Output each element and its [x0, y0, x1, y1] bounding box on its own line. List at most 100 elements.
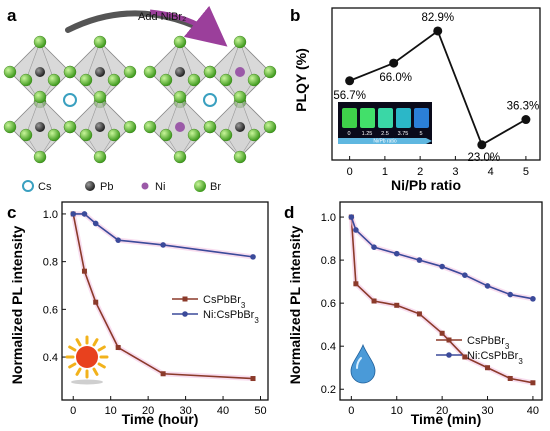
- plot-frame: [331, 7, 541, 161]
- ni-atom: [175, 122, 185, 132]
- legend-marker: [446, 337, 452, 343]
- x-tick-label: 20: [142, 405, 154, 417]
- series-point: [462, 272, 468, 278]
- sun-ray: [92, 338, 99, 347]
- y-tick-label: 0.8: [43, 257, 58, 269]
- br-atom: [123, 65, 137, 79]
- series-line: [350, 216, 534, 300]
- y-tick-label: 0.6: [43, 304, 58, 316]
- vial: [378, 108, 393, 128]
- arrow-label: Add NiBr₂: [138, 11, 186, 23]
- br-atom: [79, 128, 93, 142]
- plqy-point: [521, 115, 531, 125]
- series-point: [371, 298, 377, 304]
- sun-ray: [97, 362, 106, 369]
- legend-marker: [182, 311, 188, 317]
- pb-atom: [35, 67, 45, 77]
- br-atom: [3, 65, 17, 79]
- plqy-point: [477, 140, 487, 150]
- legend-marker: [194, 180, 206, 192]
- perovskite-lattice-left: [3, 35, 137, 164]
- y-axis-label: Normalized PL intensity: [9, 226, 25, 385]
- br-atom: [3, 120, 17, 134]
- plqy-series: 56.7% 66.0% 82.9% 23.0% 36.3%: [333, 12, 539, 164]
- legend-label: Br: [210, 181, 221, 193]
- series-point: [250, 254, 256, 260]
- series-point: [348, 214, 355, 220]
- series-point: [160, 371, 166, 377]
- x-tick-label: 2: [417, 166, 423, 178]
- vial: [396, 108, 411, 128]
- br-atom: [203, 65, 217, 79]
- plqy-point: [433, 26, 443, 36]
- atom-legend: Cs Pb Ni Br: [22, 180, 221, 193]
- legend-label: Cs: [38, 181, 52, 193]
- sun-ray: [97, 345, 106, 352]
- series-point: [93, 299, 99, 305]
- legend-marker: [141, 182, 149, 190]
- vial: [360, 108, 375, 128]
- br-atom: [173, 35, 187, 49]
- inset-caption: Ni/Pb ratio: [373, 139, 397, 145]
- br-atom: [203, 120, 217, 134]
- pb-atom: [95, 122, 105, 132]
- ni-atom: [235, 67, 245, 77]
- br-atom: [187, 73, 201, 87]
- x-tick-label: 10: [391, 405, 403, 417]
- panel-label-b: b: [290, 6, 301, 25]
- series-point: [160, 242, 166, 248]
- x-tick-label: 30: [179, 405, 191, 417]
- pb-atom: [175, 67, 185, 77]
- x-tick-label: 50: [254, 405, 266, 417]
- cs-atom: [63, 93, 77, 107]
- series-point: [484, 283, 491, 289]
- series-point: [70, 211, 77, 217]
- series-point: [250, 376, 256, 382]
- legend-label: CsPbBr3: [203, 294, 246, 310]
- br-atom: [47, 73, 61, 87]
- series-point: [507, 375, 513, 381]
- y-axis-label: Normalized PL intensity: [287, 226, 303, 385]
- sun-icon: [65, 335, 109, 385]
- x-tick-label: 40: [527, 405, 539, 417]
- series-point: [353, 227, 359, 233]
- x-axis-label: Time (min): [411, 411, 482, 427]
- stability-heat-series: [70, 211, 256, 382]
- vial: [414, 108, 429, 128]
- inset-arrow: [338, 138, 432, 144]
- data-label: 56.7%: [333, 90, 366, 102]
- series-point: [530, 296, 536, 302]
- legend-label: CsPbBr3: [467, 335, 510, 351]
- data-label: 36.3%: [507, 101, 540, 113]
- series-point: [416, 257, 423, 263]
- pb-atom: [95, 67, 105, 77]
- vial-photo-inset: 0 1.25 2.5 3.75 5 Ni/Pb ratio: [338, 102, 432, 145]
- br-atom: [93, 90, 107, 104]
- sun-ray: [75, 367, 82, 376]
- stability-heat-axes: 0 10 20 30 40 50 0.4 0.6 0.8 1.0: [43, 201, 269, 417]
- sun-shadow: [71, 379, 103, 385]
- y-tick-label: 0.6: [321, 298, 336, 310]
- sun-ray: [68, 345, 77, 352]
- br-atom: [159, 73, 173, 87]
- y-axis-label: PLQY (%): [293, 48, 309, 112]
- br-atom: [63, 120, 77, 134]
- panel-label-d: d: [284, 203, 295, 222]
- series-point: [371, 244, 377, 250]
- br-atom: [219, 128, 233, 142]
- stability-heat-chart: 0 10 20 30 40 50 0.4 0.6 0.8 1.0 CsPbBr3Ni:CsPbBr…: [9, 201, 269, 427]
- sun-ray: [75, 338, 82, 347]
- br-atom: [33, 150, 47, 164]
- series-point: [462, 354, 468, 360]
- br-atom: [219, 73, 233, 87]
- stability-water-chart: 0 10 20 30 40 0.2 0.4 0.6 0.8 1.0 CsPbBr3Ni:CsPbB…: [287, 201, 543, 427]
- plot-frame: [339, 201, 543, 401]
- pb-atom: [35, 122, 45, 132]
- data-label: 23.0%: [468, 152, 501, 164]
- br-atom: [173, 90, 187, 104]
- br-atom: [159, 128, 173, 142]
- plqy-axes: 0 1 2 3 4 5: [331, 7, 541, 178]
- reaction-arrow-head: [149, 5, 228, 47]
- x-tick-label: 30: [481, 405, 493, 417]
